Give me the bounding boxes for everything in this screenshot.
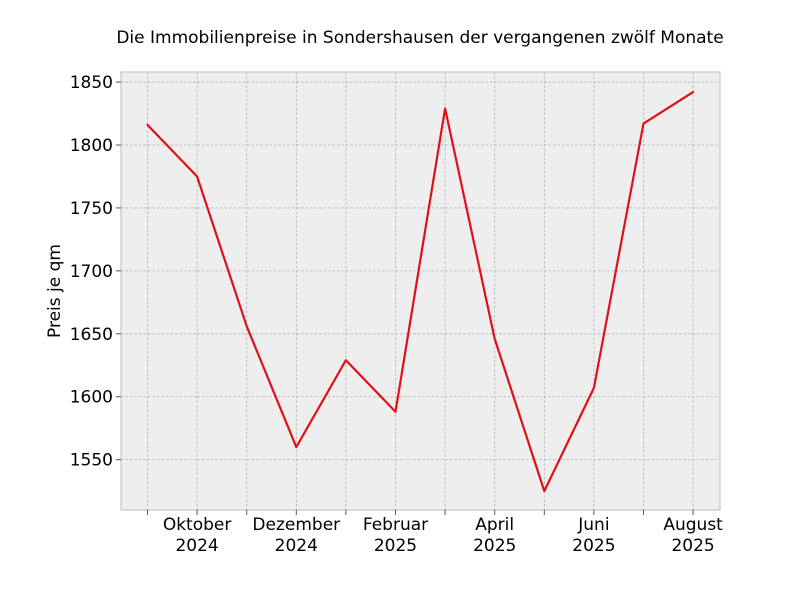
x-tick-label-year: 2025 (671, 536, 714, 556)
y-tick-label: 1650 (70, 325, 113, 345)
x-tick-label-year: 2025 (572, 536, 615, 556)
y-axis-label: Preis je qm (45, 244, 65, 338)
series (146, 90, 695, 493)
plot-area (120, 71, 721, 511)
x-tick-label-year: 2025 (374, 536, 417, 556)
x-tick-label-month: August (663, 515, 723, 535)
y-tick-label: 1600 (70, 388, 113, 408)
y-tick-label: 1550 (70, 451, 113, 471)
x-tick-label: April 2025 (473, 515, 516, 556)
x-tick-label: Dezember 2024 (252, 515, 340, 556)
y-tick-label: 1850 (70, 73, 113, 93)
y-tick-label: 1750 (70, 199, 113, 219)
x-tick-label-month: Dezember (252, 515, 340, 535)
x-tick-label: August 2025 (663, 515, 723, 556)
y-tick-label: 1800 (70, 136, 113, 156)
series-line (146, 90, 695, 493)
x-tick-label-month: Juni (577, 515, 609, 535)
x-tick-label-month: Februar (363, 515, 428, 535)
x-tick-label-year: 2025 (473, 536, 516, 556)
x-tick-label-month: April (475, 515, 514, 535)
y-tick-label: 1700 (70, 262, 113, 282)
chart-title: Die Immobilienpreise in Sondershausen de… (116, 28, 723, 48)
x-tick-label: Oktober 2024 (163, 515, 232, 556)
x-tick-label: Februar 2025 (363, 515, 428, 556)
x-tick-label: Juni 2025 (572, 515, 615, 556)
y-axis: 1550 1600 1650 1700 1750 1800 1850 (70, 73, 121, 471)
x-tick-label-month: Oktober (163, 515, 232, 535)
x-tick-label-year: 2024 (275, 536, 318, 556)
x-tick-label-year: 2024 (175, 536, 218, 556)
grid (121, 72, 720, 510)
